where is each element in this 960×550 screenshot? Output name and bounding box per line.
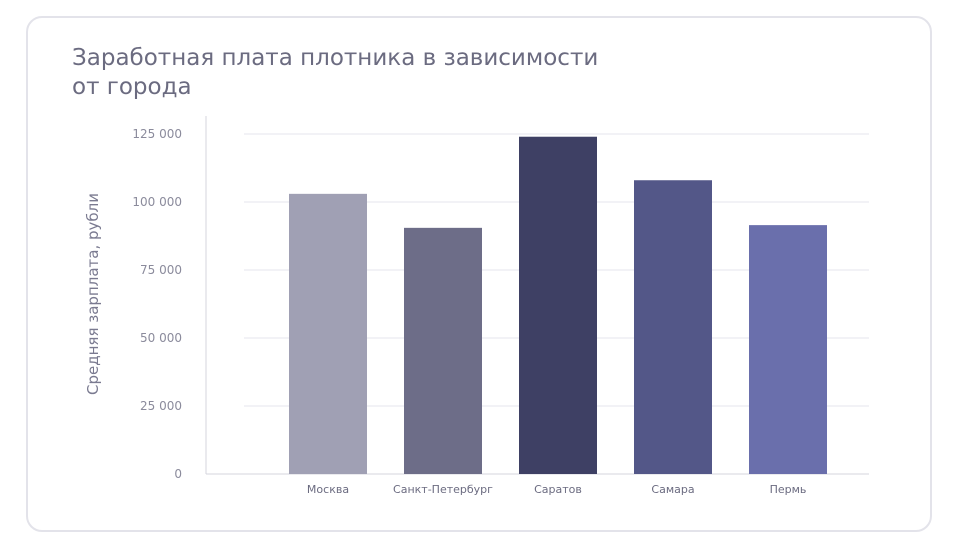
bar-2 xyxy=(404,227,482,474)
x-tick-label: Пермь xyxy=(770,483,807,496)
y-axis-label: Средняя зарплата, рубли xyxy=(84,193,102,395)
y-tick-label: 50 000 xyxy=(140,331,182,345)
x-tick-label: Москва xyxy=(307,483,349,496)
y-tick-label: 125 000 xyxy=(132,127,182,141)
x-tick-label: Санкт-Петербург xyxy=(393,483,493,496)
y-tick-label: 75 000 xyxy=(140,263,182,277)
bars xyxy=(289,136,827,475)
y-tick-label: 25 000 xyxy=(140,399,182,413)
bar-1 xyxy=(289,193,367,474)
bar-3 xyxy=(519,136,597,474)
y-tick-label: 100 000 xyxy=(132,195,182,209)
chart-title: Заработная плата плотника в зависимости … xyxy=(72,45,599,100)
bar-4 xyxy=(634,180,712,475)
x-tick-label: Самара xyxy=(651,483,694,496)
y-axis-ticks: 0 25 000 50 000 75 000 100 000 125 000 xyxy=(132,127,182,481)
y-tick-label: 0 xyxy=(174,467,182,481)
x-axis-ticks: Москва Санкт-Петербург Саратов Самара Пермь xyxy=(307,483,806,496)
bar-5 xyxy=(749,225,827,474)
x-tick-label: Саратов xyxy=(534,483,582,496)
